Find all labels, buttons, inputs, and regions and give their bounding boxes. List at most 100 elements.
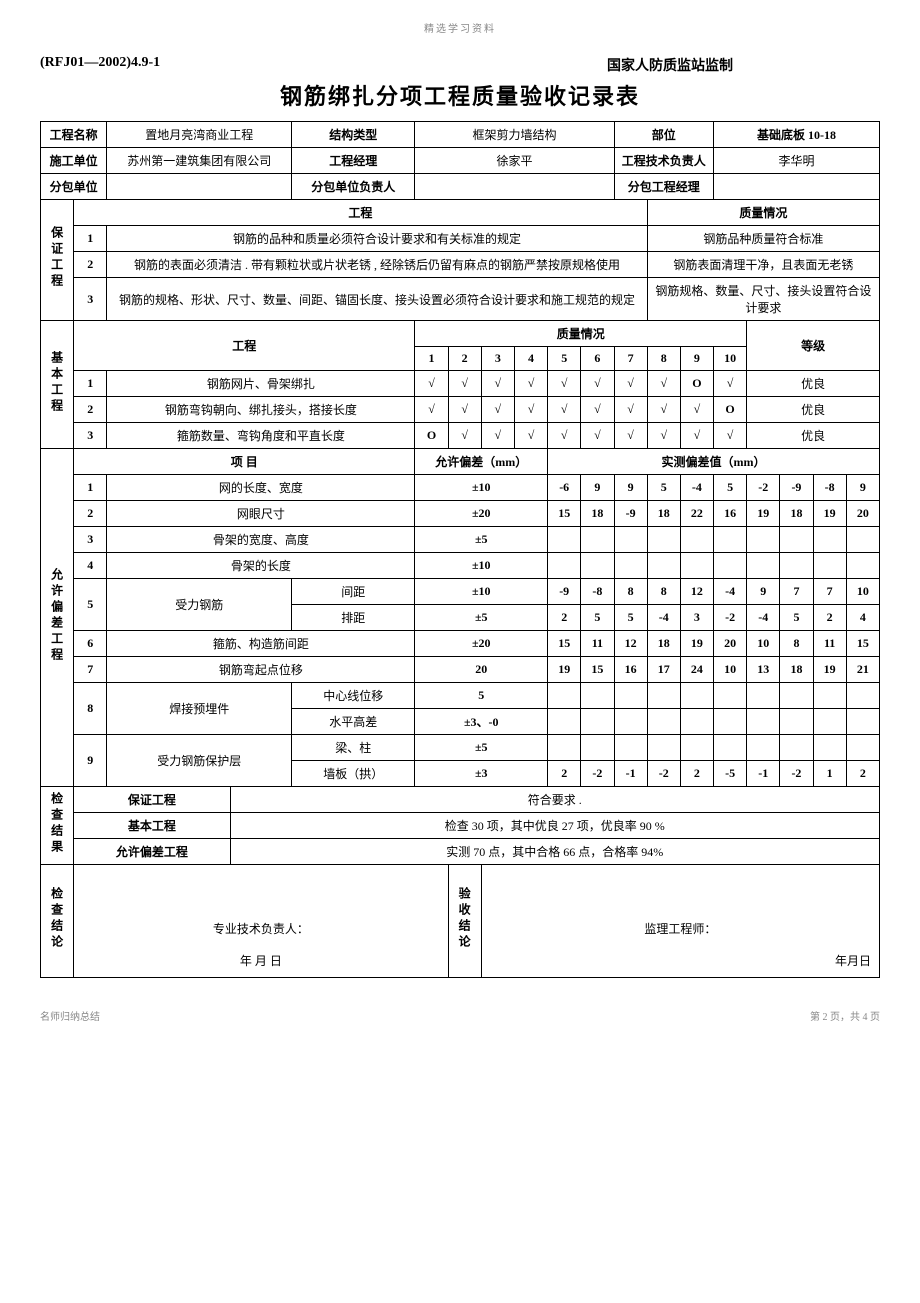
v: 5 (780, 605, 813, 631)
c: √ (714, 371, 747, 397)
tol: ±3 (415, 761, 548, 787)
v: 5 (714, 475, 747, 501)
d-row-3: 3 骨架的宽度、高度 ±5 (41, 527, 880, 553)
col2: 质量情况 (647, 200, 879, 226)
n: 4 (74, 553, 107, 579)
v (846, 709, 879, 735)
v: 16 (614, 657, 647, 683)
label: 结构类型 (292, 122, 415, 148)
name: 箍筋数量、弯钩角度和平直长度 (107, 423, 415, 449)
v: 19 (747, 501, 780, 527)
status: 钢筋规格、数量、尺寸、接头设置符合设计要求 (647, 278, 879, 321)
conclusion-row: 检查结论 专业技术负责人： 年 月 日 验收结论 监理工程师： 年月日 (41, 865, 880, 978)
label: 允许偏差工程 (74, 839, 230, 865)
v (846, 683, 879, 709)
v (747, 683, 780, 709)
v (780, 735, 813, 761)
c: √ (614, 423, 647, 449)
v: 5 (581, 605, 614, 631)
v (714, 527, 747, 553)
label: 工程技术负责人 (614, 148, 714, 174)
name: 网的长度、宽度 (107, 475, 415, 501)
v: 18 (647, 631, 680, 657)
v (680, 553, 713, 579)
c: √ (614, 371, 647, 397)
c: √ (614, 397, 647, 423)
d-row-8a: 8 焊接预埋件 中心线位移 5 (41, 683, 880, 709)
v: -2 (581, 761, 614, 787)
v (614, 735, 647, 761)
v (714, 683, 747, 709)
guarantee-header: 保证工程 工程 质量情况 (41, 200, 880, 226)
v: 8 (647, 579, 680, 605)
grade: 优良 (747, 397, 880, 423)
d-row-6: 6 箍筋、构造筋间距 ±20 1511121819201081115 (41, 631, 880, 657)
v (813, 735, 846, 761)
name: 焊接预埋件 (107, 683, 292, 735)
tol: ±5 (415, 605, 548, 631)
val: 符合要求 . (230, 787, 879, 813)
v: -8 (813, 475, 846, 501)
v: 19 (813, 657, 846, 683)
val: 实测 70 点，其中合格 66 点，合格率 94% (230, 839, 879, 865)
v: 9 (581, 475, 614, 501)
v (614, 683, 647, 709)
v: 15 (548, 501, 581, 527)
v: -8 (581, 579, 614, 605)
h: 8 (647, 347, 680, 371)
grade: 优良 (747, 371, 880, 397)
n: 3 (74, 278, 107, 321)
n: 1 (74, 475, 107, 501)
c: O (714, 397, 747, 423)
v (714, 735, 747, 761)
v (548, 553, 581, 579)
sub: 水平高差 (292, 709, 415, 735)
v (581, 553, 614, 579)
col1: 工程 (74, 321, 415, 371)
dev-header: 允许偏差工程 项 目 允许偏差（mm） 实测偏差值（mm） (41, 449, 880, 475)
n: 2 (74, 501, 107, 527)
sub: 中心线位移 (292, 683, 415, 709)
h: 10 (714, 347, 747, 371)
n: 3 (74, 423, 107, 449)
v: 7 (813, 579, 846, 605)
section-label: 允许偏差工程 (41, 449, 74, 787)
d-row-9a: 9 受力钢筋保护层 梁、柱 ±5 (41, 735, 880, 761)
v (747, 735, 780, 761)
val: 基础底板 10-18 (714, 122, 880, 148)
label: 分包单位负责人 (292, 174, 415, 200)
v: 2 (548, 761, 581, 787)
c: √ (481, 423, 514, 449)
v (614, 553, 647, 579)
val (107, 174, 292, 200)
v (747, 527, 780, 553)
name: 网眼尺寸 (107, 501, 415, 527)
d-row-4: 4 骨架的长度 ±10 (41, 553, 880, 579)
c: √ (680, 397, 713, 423)
v: 18 (780, 657, 813, 683)
footer-right: 第 2 页，共 4 页 (810, 1008, 880, 1023)
v (647, 735, 680, 761)
v (647, 683, 680, 709)
section-label: 检查结果 (41, 787, 74, 865)
v: 4 (846, 605, 879, 631)
h: 9 (680, 347, 713, 371)
section-label: 保证工程 (41, 200, 74, 321)
v (680, 683, 713, 709)
c: √ (481, 397, 514, 423)
label: 工程经理 (292, 148, 415, 174)
c: √ (514, 397, 547, 423)
val: 徐家平 (415, 148, 614, 174)
sub: 梁、柱 (292, 735, 415, 761)
res-row-3: 允许偏差工程 实测 70 点，其中合格 66 点，合格率 94% (41, 839, 880, 865)
v (581, 735, 614, 761)
c: √ (548, 423, 581, 449)
col2: 质量情况 (415, 321, 747, 347)
v: 15 (581, 657, 614, 683)
c: √ (448, 423, 481, 449)
b-row-3: 3 箍筋数量、弯钩角度和平直长度 O√√√√√√√√√ 优良 (41, 423, 880, 449)
val: 检查 30 项，其中优良 27 项，优良率 90 % (230, 813, 879, 839)
name: 骨架的长度 (107, 553, 415, 579)
v: 11 (581, 631, 614, 657)
label: 部位 (614, 122, 714, 148)
